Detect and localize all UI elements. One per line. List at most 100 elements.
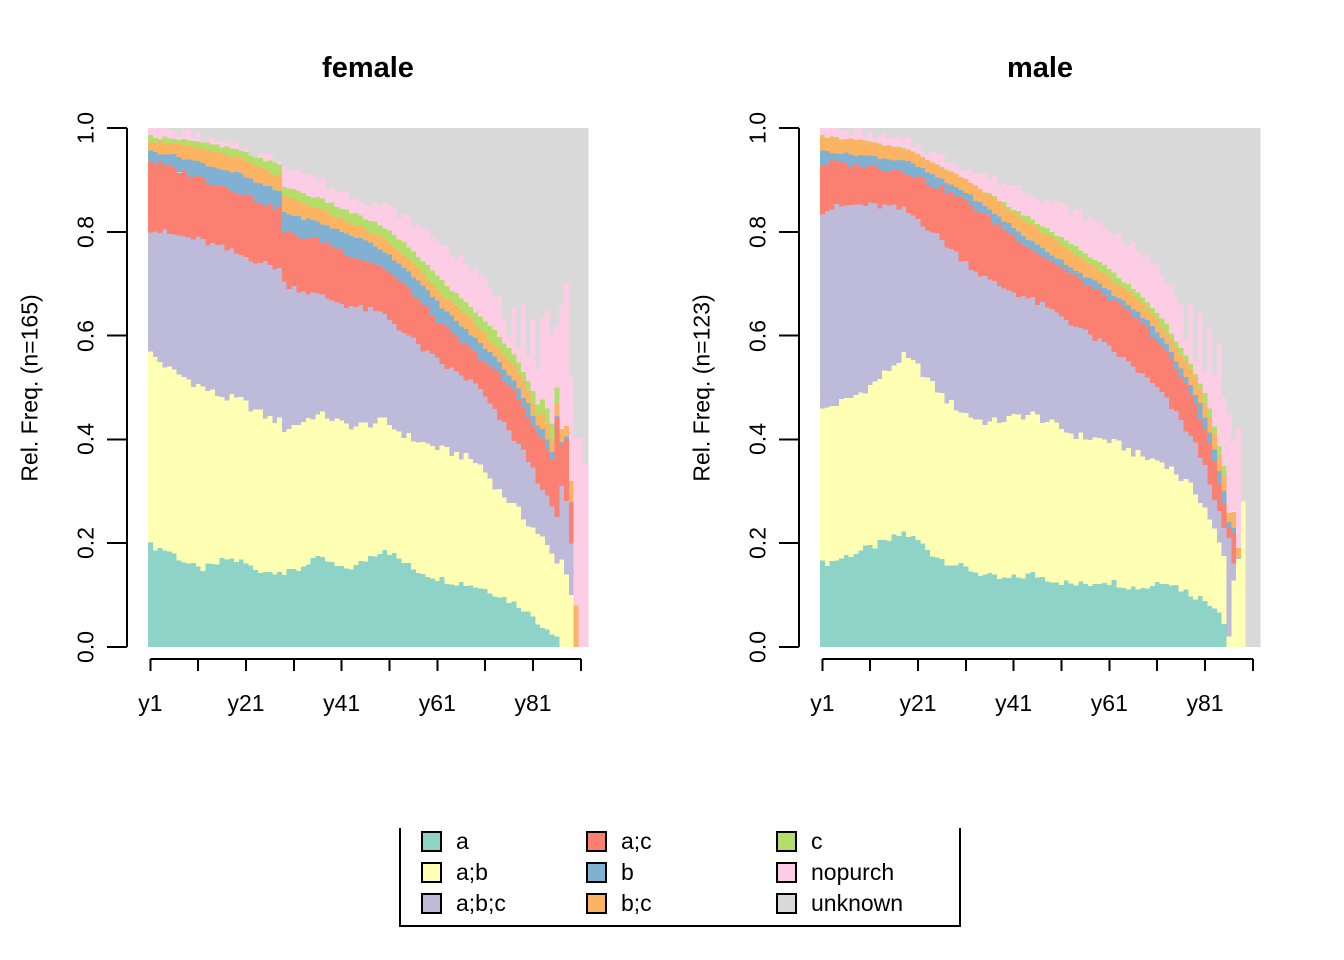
bar-segment-a;b;c xyxy=(1150,383,1156,459)
bar-segment-a;c xyxy=(568,502,575,544)
bar-segment-unknown xyxy=(1202,128,1208,372)
bar-segment-a;c xyxy=(1197,419,1204,459)
bar-segment-a;b;c xyxy=(186,237,192,380)
bar-segment-a;c xyxy=(444,326,450,369)
bar-segment-a;b xyxy=(157,361,163,548)
bar-segment-a;b xyxy=(886,370,893,542)
bar-segment-nopurch xyxy=(1193,361,1199,374)
bar-segment-unknown xyxy=(1025,128,1031,194)
bar-segment-b xyxy=(492,356,498,369)
bar-segment-b xyxy=(1173,361,1180,370)
bar-segment-b;c xyxy=(853,139,859,157)
bar-segment-c xyxy=(867,141,874,143)
bar-segment-a;b;c xyxy=(334,302,340,419)
bar-segment-a xyxy=(229,558,235,647)
bar-segment-a xyxy=(858,550,864,647)
bar-segment-nopurch xyxy=(444,244,450,286)
bar-segment-a;b;c xyxy=(382,313,388,418)
bar-segment-c xyxy=(191,140,197,147)
bar-segment-a;b xyxy=(920,377,926,544)
bar-segment-unknown xyxy=(415,128,422,223)
bar-segment-unknown xyxy=(396,128,402,219)
bar-segment-a;b;c xyxy=(1183,431,1189,479)
bar-segment-c xyxy=(1197,383,1204,390)
bar-segment-unknown xyxy=(583,128,589,465)
bar-segment-a xyxy=(1212,608,1218,647)
bar-segment-b xyxy=(820,150,826,165)
bar-segment-b xyxy=(415,280,422,299)
bar-segment-b xyxy=(238,173,245,196)
bar-segment-c xyxy=(425,265,431,280)
bar-segment-a xyxy=(996,578,1003,647)
bar-segment-a;b xyxy=(1150,458,1156,586)
bar-segment-b;c xyxy=(1145,309,1151,320)
bar-segment-b xyxy=(186,159,192,177)
bar-segment-c xyxy=(186,140,192,146)
bar-segment-b xyxy=(1126,305,1132,311)
bar-segment-nopurch xyxy=(877,136,883,144)
bar-segment-a;c xyxy=(516,399,522,444)
bar-segment-c xyxy=(506,348,512,362)
bar-segment-a;c xyxy=(382,269,388,314)
bar-segment-c xyxy=(473,312,479,325)
bar-segment-b;c xyxy=(348,224,355,236)
legend-grid: a a;c c a;b b nopurch a;b;c b;c unknown xyxy=(401,828,959,919)
bar-segment-b xyxy=(525,402,532,418)
bar-segment-a xyxy=(387,554,393,647)
bar-segment-a;c xyxy=(344,254,350,308)
bar-segment-a;b xyxy=(219,396,226,559)
bar-segment-nopurch xyxy=(243,147,249,152)
bar-segment-a;b;c xyxy=(200,238,206,387)
bar-segment-a;b;c xyxy=(291,286,297,425)
bar-segment-b xyxy=(963,193,969,200)
bar-segment-a xyxy=(1216,612,1223,647)
bar-segment-a;b xyxy=(497,489,503,598)
bar-segment-b;c xyxy=(939,168,945,179)
bar-segment-a;b;c xyxy=(262,260,269,419)
bar-segment-unknown xyxy=(372,128,379,203)
bar-segment-unknown xyxy=(1193,128,1199,362)
bar-segment-c xyxy=(1083,253,1089,262)
bar-segment-unknown xyxy=(458,128,465,255)
bar-segment-a;b xyxy=(1240,501,1247,647)
bar-segment-b;c xyxy=(468,318,474,336)
bar-segment-nopurch xyxy=(411,227,417,252)
bar-segment-b;c xyxy=(320,209,326,225)
bar-segment-a;b;c xyxy=(559,485,565,560)
bar-segment-b;c xyxy=(1025,223,1031,240)
bar-segment-a xyxy=(458,582,465,647)
bar-segment-a;b;c xyxy=(1068,325,1074,434)
bar-segment-a;b;c xyxy=(1102,341,1108,440)
bar-segment-unknown xyxy=(891,128,898,138)
bar-segment-a;c xyxy=(506,386,512,431)
bar-segment-a;c xyxy=(1030,250,1036,297)
bar-segment-b xyxy=(925,172,931,185)
bar-segment-a;b;c xyxy=(977,276,984,420)
bar-segment-a;c xyxy=(977,212,984,277)
bar-segment-unknown xyxy=(944,128,950,163)
bar-segment-a;b xyxy=(1135,450,1141,590)
chart-title-male: male xyxy=(1006,52,1074,84)
bar-segment-a;c xyxy=(891,169,898,205)
bar-segment-nopurch xyxy=(291,170,297,190)
bar-segment-a;c xyxy=(1202,429,1208,466)
bar-segment-a;c xyxy=(1173,369,1180,412)
bar-segment-b;c xyxy=(1202,402,1208,418)
bar-segment-a;b;c xyxy=(468,379,474,459)
bar-segment-b xyxy=(382,252,388,270)
bar-segment-a;b xyxy=(877,378,883,541)
bar-segment-b;c xyxy=(925,160,931,173)
bar-segment-a;b;c xyxy=(1049,309,1055,420)
bar-segment-a;b xyxy=(358,422,364,561)
bar-segment-b xyxy=(958,190,964,197)
bar-segment-a;b xyxy=(387,424,393,555)
bar-segment-a;b;c xyxy=(425,350,431,444)
bar-segment-a;b;c xyxy=(944,247,950,404)
bar-segment-nopurch xyxy=(930,151,936,163)
bar-segment-nopurch xyxy=(281,165,288,187)
bar-segment-a;b xyxy=(315,414,321,556)
bar-segment-b xyxy=(296,215,302,237)
bar-segment-nopurch xyxy=(516,347,522,363)
bar-segment-c xyxy=(516,362,522,374)
bar-segment-a xyxy=(291,569,297,647)
